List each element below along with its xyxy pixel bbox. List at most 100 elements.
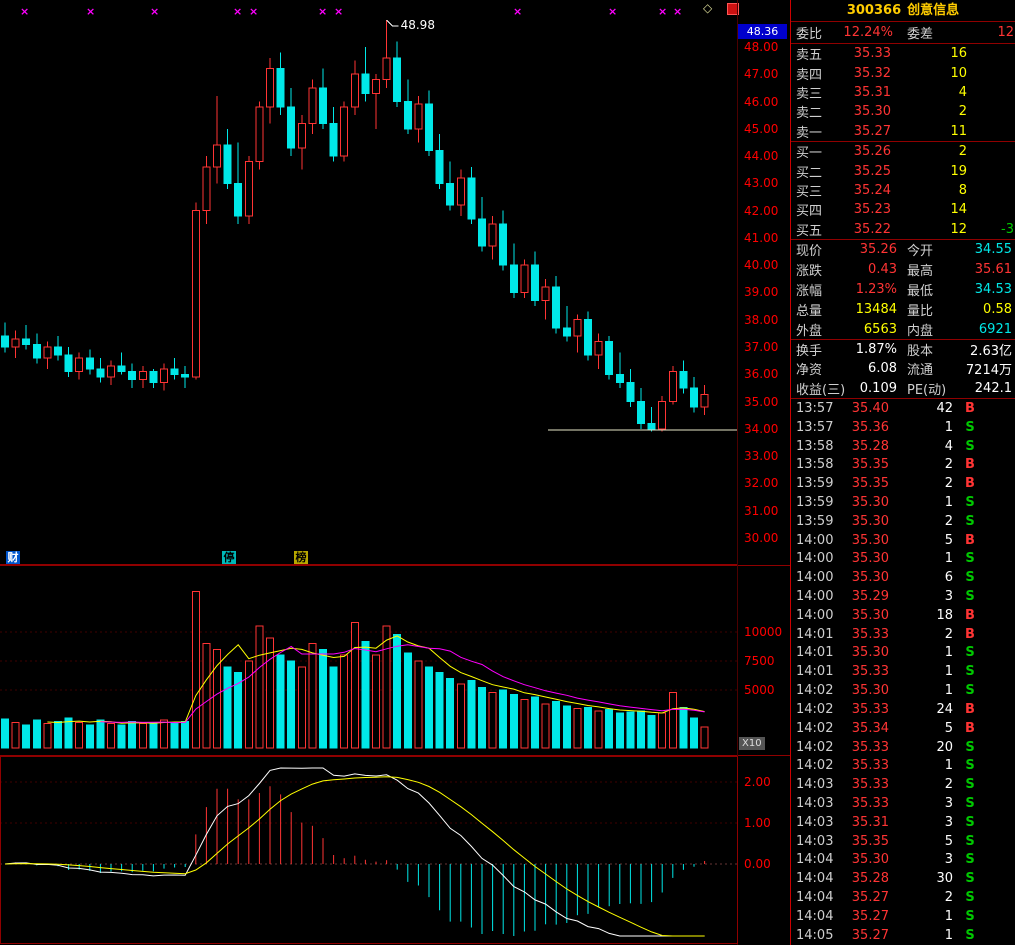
candle-body [54,346,62,356]
stat-row: 涨跌 0.43 最高 35.61 [791,260,1015,280]
bid-row-1[interactable]: 买一 35.26 2 [791,142,1015,161]
price-axis-label: 35.00 [744,394,779,409]
stock-title: 300366 创意信息 [791,0,1015,22]
tick-flag: S [965,814,975,830]
fundamental-stats: 换手 1.87% 股本 2.63亿 净资 6.08 流通 7214万 收益(三) 0.109 PE(… [791,340,1015,399]
tick-time: 14:01 [796,645,834,661]
tick-flag: S [965,645,975,661]
tick-price: 35.33 [851,664,889,680]
tick-volume: 1 [944,494,953,510]
tick-time: 14:04 [796,890,834,906]
diamond-icon[interactable]: ◇ [703,1,713,15]
bid-levels: 买一 35.26 2 买二 35.25 19 买三 35.24 8 买四 35.23 14 买五 35.2… [791,142,1015,240]
stat-value: 7214万 [965,363,1012,379]
volume-bar [96,719,105,749]
tick-row: 14:01 35.30 1 S [791,644,1015,663]
indicator-badge[interactable]: 停 [222,551,236,564]
candle-body [467,177,476,220]
candle-body [1,335,9,348]
tick-row: 14:02 35.33 1 S [791,756,1015,775]
bid-row-3[interactable]: 买三 35.24 8 [791,181,1015,200]
kline-chart[interactable] [0,0,738,551]
volume-bar [170,722,179,749]
ask-row-5[interactable]: 卖五 35.33 16 [791,44,1015,63]
candle-body [488,223,497,247]
axis-divider [737,0,738,945]
macd-chart[interactable] [0,756,738,944]
volume-bar [11,722,20,749]
tick-flag: S [965,513,975,529]
candle-body [372,79,380,94]
tick-time: 14:02 [796,739,834,755]
tick-flag: S [965,833,975,849]
volume-bar [117,724,126,749]
stock-name: 创意信息 [907,3,960,18]
tick-list[interactable]: 13:57 35.40 42 B 13:57 35.36 1 S 13:58 35.28 4 S 13:… [791,399,1015,945]
tick-flag: S [965,570,975,586]
volume-axis-label: 5000 [744,683,775,697]
tick-flag: S [965,551,975,567]
stat-label: 现价 [796,244,823,260]
tick-volume: 30 [936,871,953,887]
stat-row: 总量 13484 量比 0.58 [791,299,1015,319]
ask-row-1[interactable]: 卖一 35.27 11 [791,122,1015,141]
tick-row: 14:02 35.34 5 B [791,719,1015,738]
candle-body [202,166,211,212]
tick-price: 35.30 [851,551,889,567]
stat-value: 35.61 [974,262,1012,278]
tick-price: 35.30 [851,513,889,529]
tick-flag: B [965,476,975,492]
weicha-label: 委差 [907,27,934,42]
volume-axis-label: 7500 [744,654,775,668]
candle-body [213,144,221,168]
tick-row: 14:00 35.30 18 B [791,606,1015,625]
price-axis-label: 42.00 [744,203,779,218]
red-corner-button[interactable] [727,3,739,15]
tick-price: 35.27 [851,927,889,943]
volume-bar [234,672,243,749]
volume-bar [276,654,285,749]
volume-bar [149,722,158,749]
indicator-badge[interactable]: 财 [6,551,20,564]
tick-volume: 42 [936,400,953,416]
tick-time: 14:00 [796,551,834,567]
bid-row-5[interactable]: 买五 35.22 12 -3 [791,220,1015,239]
bid-label: 买二 [796,165,823,181]
candle-body [382,57,391,81]
stat-label: 今开 [907,244,934,260]
tick-volume: 1 [944,664,953,680]
tick-volume: 1 [944,908,953,924]
stat-label: 净资 [796,363,823,379]
tick-row: 14:02 35.33 20 S [791,738,1015,757]
ask-row-4[interactable]: 卖四 35.32 10 [791,63,1015,83]
volume-chart[interactable] [0,566,738,756]
price-axis-label: 46.00 [744,94,779,109]
price-axis-label: 40.00 [744,258,779,273]
tick-volume: 5 [944,532,953,548]
tick-time: 14:04 [796,908,834,924]
volume-bar [467,680,476,749]
tick-flag: B [965,626,975,642]
candle-body [85,357,94,370]
bid-row-4[interactable]: 买四 35.23 14 [791,200,1015,219]
stat-value: 0.58 [983,301,1012,317]
tick-flag: B [965,720,975,736]
bid-row-2[interactable]: 买二 35.25 19 [791,161,1015,181]
volume-bar [181,720,190,749]
ask-label: 卖五 [796,48,823,64]
volume-bar [202,643,211,749]
volume-bar [32,719,41,749]
volume-bar [690,717,698,749]
volume-bar [488,691,497,749]
candle-body [594,341,603,356]
price-axis-label: 30.00 [744,531,779,545]
volume-axis: 10000 7500 5000 [738,566,790,756]
indicator-badge[interactable]: 榜 [294,551,308,564]
ask-row-2[interactable]: 卖二 35.30 2 [791,102,1015,121]
volume-bar [361,640,370,749]
tick-flag: S [965,908,975,924]
tick-price: 35.30 [851,645,889,661]
candle-body [605,341,614,375]
volume-bar [393,633,402,749]
ask-row-3[interactable]: 卖三 35.31 4 [791,83,1015,102]
